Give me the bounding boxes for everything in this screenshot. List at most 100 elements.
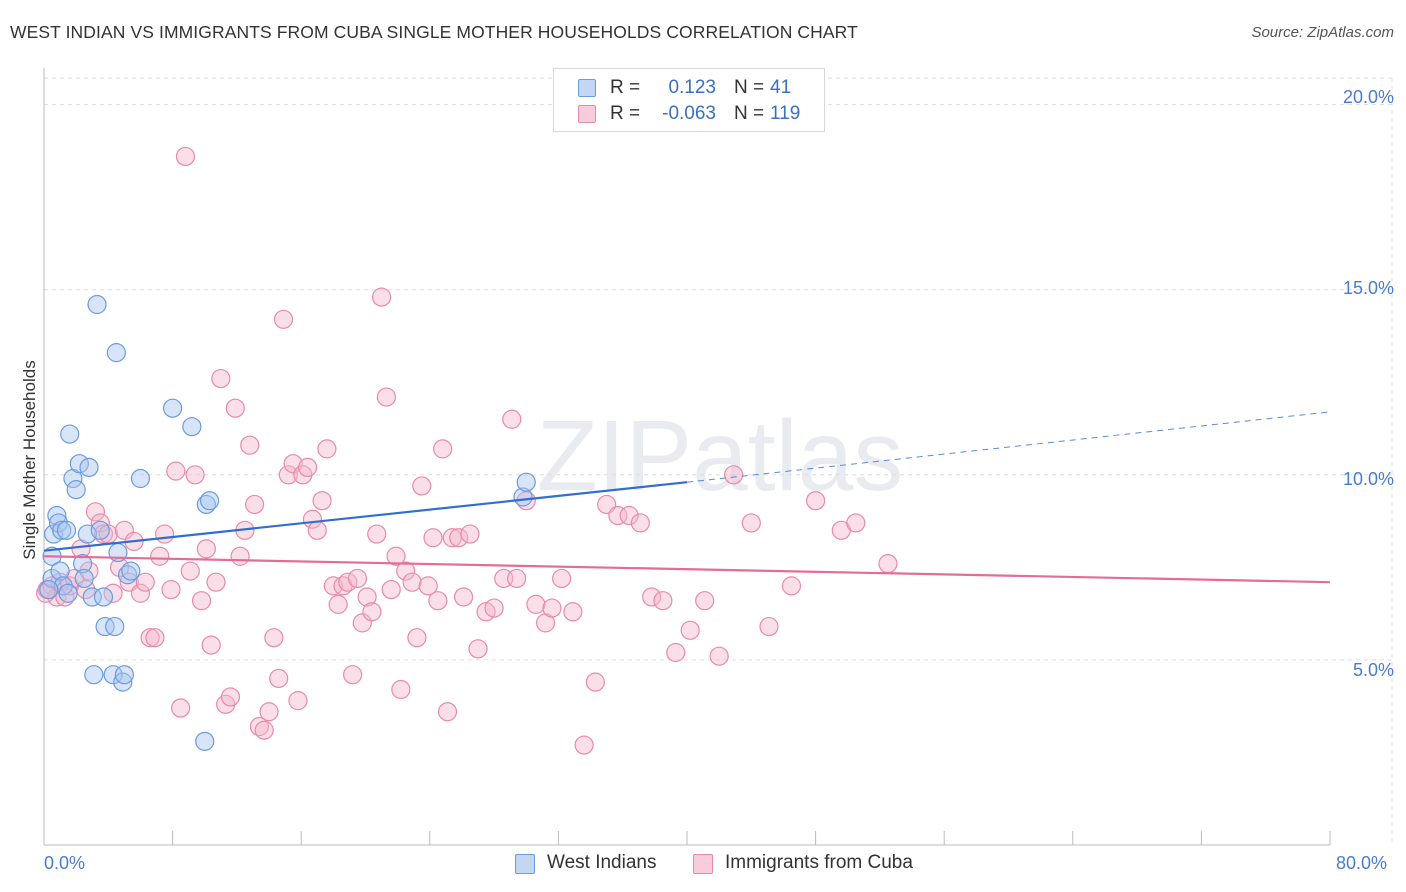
cuba-point-14	[103, 583, 123, 603]
cuba-point-97	[563, 602, 583, 622]
west-indian-point-35	[195, 731, 215, 751]
west-indian-point-21	[90, 520, 110, 540]
west-indian-point-26	[106, 343, 126, 363]
trend-line-west-indians-projection	[686, 411, 1331, 483]
cuba-point-109	[709, 646, 729, 666]
y-tick-label-20: 20.0%	[1342, 87, 1394, 107]
west-indian-point-29	[114, 665, 134, 685]
cuba-point-103	[630, 513, 650, 533]
cuba-point-34	[206, 572, 226, 592]
cuba-point-16	[114, 520, 134, 540]
cuba-point-112	[759, 616, 779, 637]
cuba-point-85	[460, 524, 480, 544]
cuba-point-62	[343, 665, 363, 685]
cuba-point-39	[230, 546, 250, 566]
west-indian-point-16	[77, 524, 98, 544]
west-indian-point-5	[50, 561, 70, 581]
cuba-point-96	[552, 568, 572, 589]
cuba-point-77	[418, 576, 438, 596]
trend-line-cuba	[43, 555, 1331, 584]
west-indian-point-9	[58, 583, 78, 603]
cuba-point-47	[269, 668, 289, 689]
west-indian-point-31	[121, 561, 141, 581]
west-indian-point-18	[82, 587, 102, 607]
cuba-point-11	[90, 513, 110, 533]
series-west-indians-points	[39, 294, 536, 751]
cuba-point-116	[846, 513, 866, 533]
legend-row-west-indians: R = 0.123 N = 41	[554, 75, 824, 101]
west-indian-point-12	[66, 480, 86, 500]
west-indian-point-20	[87, 294, 107, 315]
cuba-point-32	[196, 539, 216, 559]
cuba-point-91	[507, 568, 527, 589]
cuba-point-104	[642, 587, 662, 607]
cuba-point-78	[423, 528, 443, 548]
cuba-point-55	[307, 520, 327, 540]
legend-row-cuba: R = -0.063 N = 119	[554, 101, 824, 127]
cuba-point-106	[666, 642, 686, 663]
west-indian-point-25	[105, 616, 125, 637]
cuba-point-72	[391, 679, 411, 700]
cuba-point-45	[259, 702, 279, 722]
west-indian-point-36	[196, 494, 216, 515]
legend-r-value: 0.123	[668, 77, 716, 98]
west-indian-point-14	[72, 554, 93, 574]
west-indian-point-22	[93, 587, 114, 607]
cuba-point-25	[161, 579, 181, 600]
cuba-point-65	[357, 587, 377, 607]
west-indian-point-6	[52, 520, 72, 540]
watermark: ZIPatlas	[537, 400, 904, 512]
cuba-point-27	[171, 698, 191, 718]
y-tick-label-10: 10.0%	[1342, 469, 1394, 489]
cuba-point-86	[468, 639, 488, 659]
west-indian-point-17	[79, 457, 99, 478]
cuba-point-95	[542, 598, 562, 618]
west-indian-point-19	[84, 665, 104, 685]
cuba-point-44	[254, 720, 274, 740]
cuba-point-28	[175, 146, 196, 167]
cuba-point-31	[191, 591, 212, 611]
cuba-point-99	[585, 672, 605, 692]
west-indian-point-28	[113, 672, 133, 692]
cuba-point-64	[352, 613, 372, 633]
cuba-point-84	[453, 587, 474, 607]
cuba-point-46	[264, 628, 284, 648]
cuba-point-24	[154, 524, 175, 544]
cuba-point-12	[93, 524, 114, 544]
legend-swatch-pink	[578, 105, 596, 123]
west-indian-point-0	[42, 568, 62, 589]
cuba-point-49	[278, 465, 298, 485]
y-axis-label: Single Mother Households	[20, 360, 39, 560]
cuba-point-61	[338, 572, 358, 592]
cuba-point-74	[402, 572, 422, 592]
cuba-point-41	[240, 435, 260, 455]
legend-n-value: 41	[770, 77, 792, 98]
legend-r-label: R =	[610, 103, 641, 124]
cuba-point-10	[85, 502, 106, 522]
west-indian-point-33	[163, 398, 183, 418]
cuba-point-93	[526, 594, 546, 614]
trend-line-west-indians	[43, 481, 688, 552]
cuba-point-57	[317, 439, 337, 459]
west-indian-point-40	[39, 579, 59, 600]
legend-r-value: -0.063	[662, 103, 716, 124]
cuba-point-79	[428, 591, 448, 611]
cuba-point-67	[367, 524, 387, 544]
cuba-point-110	[724, 465, 744, 485]
cuba-point-98	[574, 735, 594, 755]
cuba-point-81	[437, 702, 458, 722]
cuba-point-23	[150, 546, 170, 566]
west-indian-point-34	[182, 417, 202, 437]
cuba-point-29	[180, 561, 200, 581]
cuba-point-35	[211, 368, 231, 389]
axes	[43, 68, 1331, 846]
cuba-point-69	[376, 387, 396, 407]
cuba-point-53	[298, 457, 318, 478]
west-indian-point-32	[130, 468, 151, 489]
cuba-point-30	[185, 465, 205, 485]
west-indian-point-10	[60, 424, 80, 444]
legend-swatch-pink	[693, 854, 713, 874]
cuba-point-75	[407, 628, 427, 648]
legend-n-value: 119	[770, 103, 801, 124]
